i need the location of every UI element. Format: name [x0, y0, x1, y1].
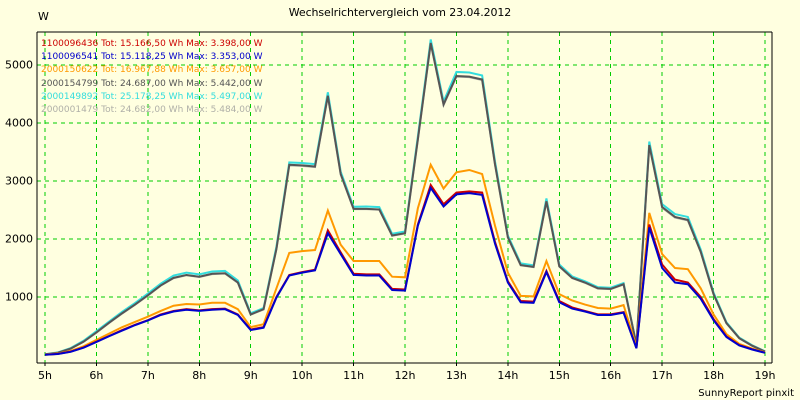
x-axis-tick-label: 16h: [600, 369, 622, 382]
axis-ticks: [44, 363, 766, 366]
series-line: [44, 42, 766, 356]
x-axis-tick-label: 15h: [548, 369, 570, 382]
x-axis-tick-label: 17h: [651, 369, 673, 382]
x-axis-tick-label: 12h: [394, 369, 416, 382]
legend-item: 1100096541 Tot: 15.118,25 Wh Max: 3.353,…: [41, 52, 263, 63]
x-axis-tick-label: 6h: [89, 369, 104, 382]
x-axis-tick-label: 13h: [445, 369, 467, 382]
series-line: [44, 185, 766, 356]
legend-item: 2000149892 Tot: 25.178,25 Wh Max: 5.497,…: [41, 91, 263, 102]
y-axis-tick-label: 2000: [5, 232, 33, 246]
legend-item: 2000001479 Tot: 24.682,00 Wh Max: 5.484,…: [41, 104, 263, 115]
footer-credit: SunnyReport pinxit: [698, 388, 794, 399]
x-axis-tick-label: 7h: [140, 369, 155, 382]
y-axis-tick-label: 5000: [5, 58, 33, 72]
y-axis-tick-label: 3000: [5, 174, 33, 188]
x-axis-tick-label: 9h: [243, 369, 258, 382]
legend-item: 2000150622 Tot: 16.967,88 Wh Max: 3.657,…: [41, 65, 263, 76]
x-axis-tick-label: 14h: [497, 369, 519, 382]
x-axis-tick-label: 19h: [754, 369, 776, 382]
grid-lines: [37, 32, 772, 363]
x-axis-tick-label: 18h: [703, 369, 725, 382]
x-axis-tick-label: 8h: [192, 369, 207, 382]
chart-title: Wechselrichtervergleich vom 23.04.2012: [288, 6, 512, 19]
y-axis-tick-label: 1000: [5, 290, 33, 304]
y-axis-unit-label: W: [38, 10, 49, 23]
x-axis-tick-label: 5h: [38, 369, 52, 382]
legend: 1100096436 Tot: 15.166,50 Wh Max: 3.398,…: [41, 38, 262, 117]
legend-item: 1100096436 Tot: 15.166,50 Wh Max: 3.398,…: [41, 39, 263, 49]
x-axis-tick-label: 10h: [291, 369, 313, 382]
series-lines: [44, 39, 766, 356]
legend-item: 2000154799 Tot: 24.687,00 Wh Max: 5.442,…: [41, 78, 263, 89]
x-axis-tick-label: 11h: [343, 369, 365, 382]
y-axis-tick-label: 4000: [5, 116, 33, 130]
